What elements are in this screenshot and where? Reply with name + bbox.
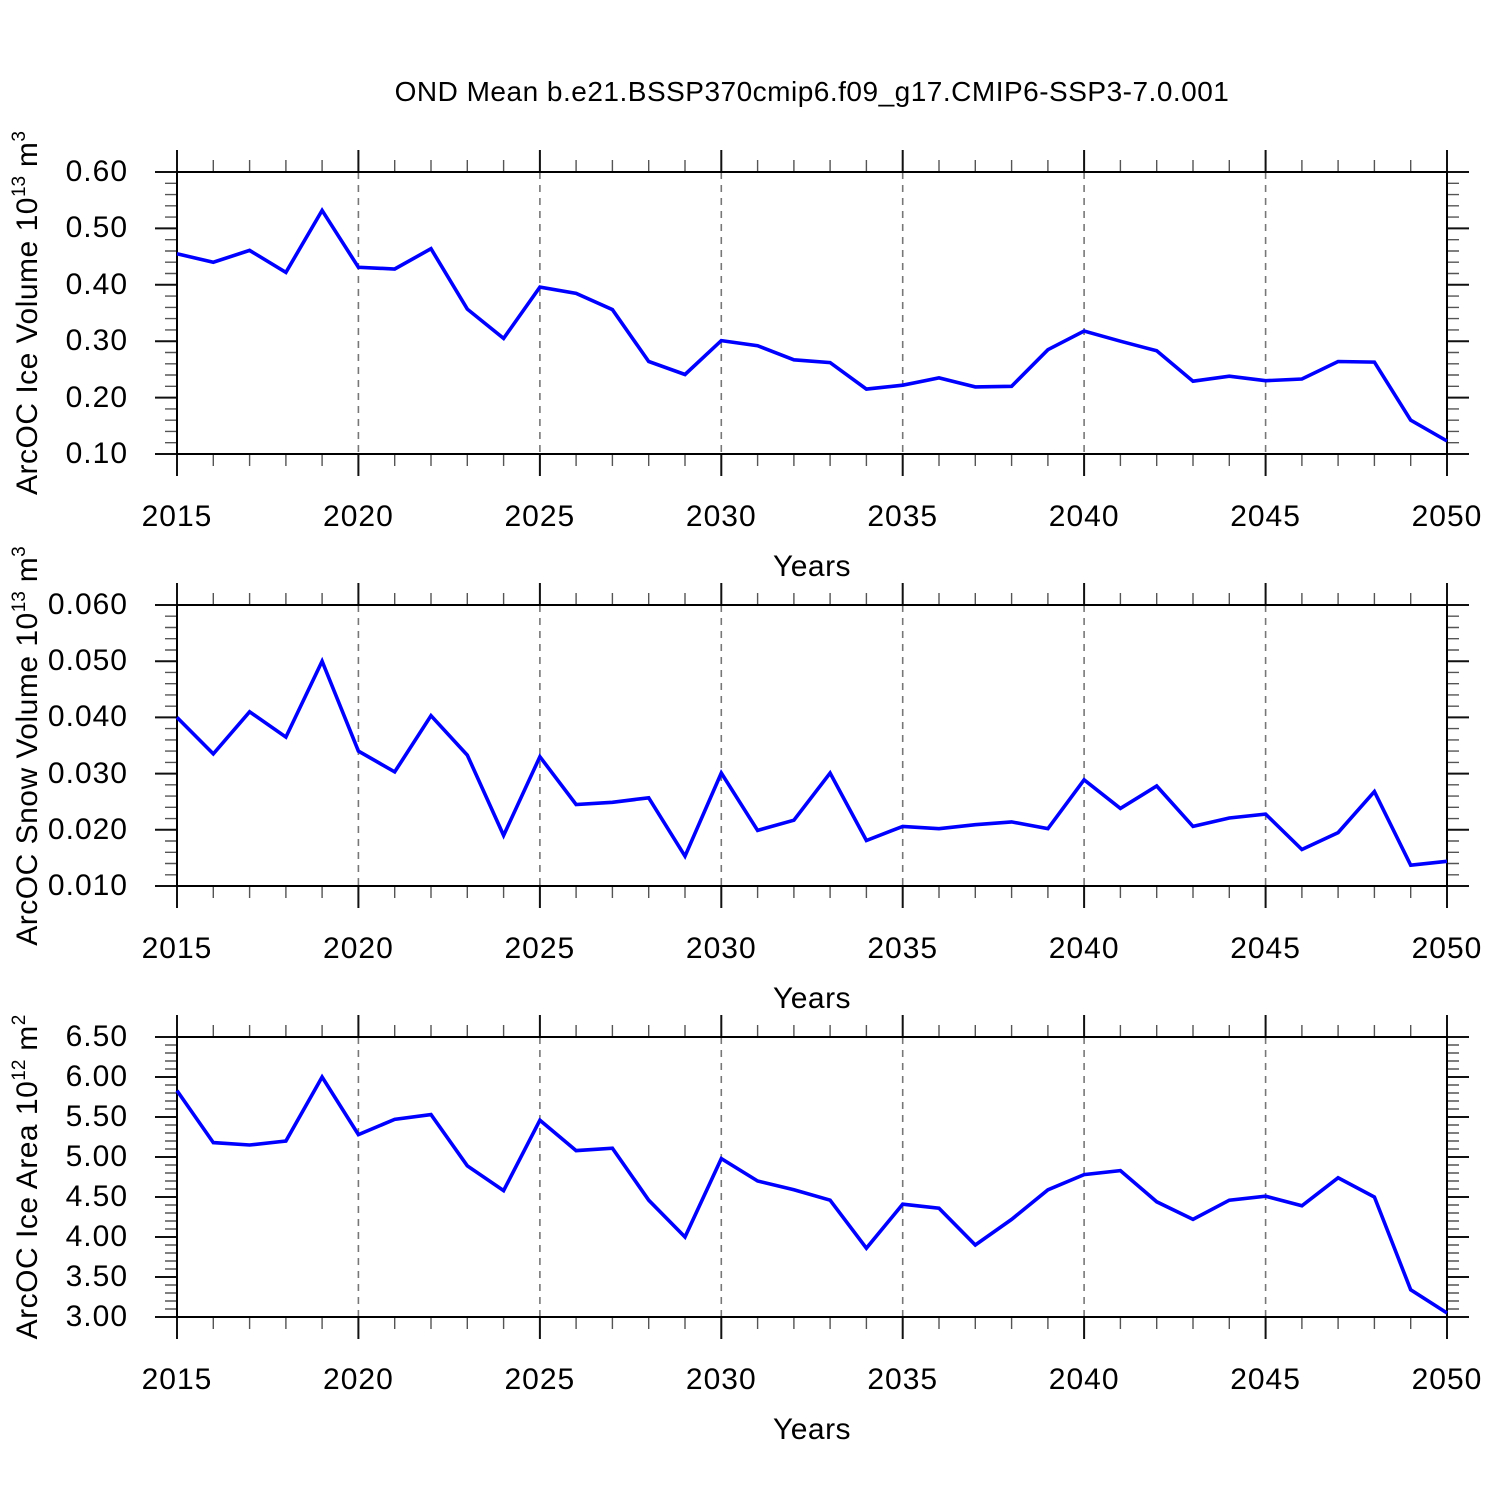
x-tick-label-ice-area: 2035 bbox=[867, 1363, 939, 1396]
y-tick-label-snow-volume: 0.030 bbox=[47, 756, 128, 790]
x-tick-label-ice-area: 2025 bbox=[504, 1363, 576, 1396]
plot-frame-ice-volume bbox=[176, 171, 1448, 455]
y-axis-title-exponent: 13 bbox=[9, 590, 30, 612]
x-tick-label-ice-area: 2020 bbox=[323, 1363, 394, 1396]
x-tick-label-ice-volume: 2035 bbox=[867, 500, 939, 533]
y-axis-title-ice-area: ArcOC Ice Area 1012 m2 bbox=[8, 877, 48, 1477]
x-tick-label-snow-volume: 2040 bbox=[1048, 932, 1120, 965]
x-tick-label-snow-volume: 2020 bbox=[323, 932, 394, 965]
y-tick-label-snow-volume: 0.020 bbox=[47, 812, 128, 846]
x-tick-label-ice-area: 2050 bbox=[1411, 1363, 1483, 1396]
gridlines-ice-volume bbox=[357, 172, 1267, 454]
y-tick-label-snow-volume: 0.050 bbox=[47, 644, 128, 678]
y-tick-label-ice-area: 5.00 bbox=[65, 1140, 128, 1173]
y-axis-title-text: m bbox=[11, 141, 44, 176]
snow-volume-line bbox=[175, 656, 1448, 868]
plot-frame-snow-volume bbox=[176, 604, 1448, 887]
y-tick-label-ice-volume: 0.10 bbox=[65, 437, 128, 470]
y-tick-label-ice-area: 3.50 bbox=[65, 1260, 128, 1293]
x-tick-label-snow-volume: 2030 bbox=[685, 932, 757, 965]
y-tick-label-ice-volume: 0.40 bbox=[65, 267, 128, 301]
major-ticks-snow-volume bbox=[155, 583, 1469, 908]
y-tick-label-snow-volume: 0.040 bbox=[47, 700, 128, 734]
major-ticks-ice-area bbox=[155, 1015, 1469, 1339]
y-tick-label-ice-area: 6.50 bbox=[65, 1020, 128, 1053]
y-axis-title-text: m bbox=[11, 1025, 44, 1060]
y-axis-title-text: m bbox=[11, 556, 44, 591]
y-tick-label-ice-area: 4.00 bbox=[65, 1220, 128, 1253]
panel-snow-volume bbox=[155, 583, 1469, 908]
y-axis-title-exponent: 3 bbox=[9, 545, 30, 557]
x-axis-title-ice-area: Years bbox=[772, 1413, 852, 1446]
y-axis-title-exponent: 13 bbox=[9, 175, 30, 198]
plot-frame-ice-area bbox=[176, 1036, 1448, 1318]
x-tick-label-ice-area: 2045 bbox=[1230, 1363, 1301, 1396]
x-tick-label-ice-area: 2030 bbox=[685, 1363, 757, 1396]
y-tick-label-ice-area: 4.50 bbox=[65, 1180, 128, 1213]
x-tick-label-ice-area: 2015 bbox=[141, 1363, 213, 1396]
y-axis-title-text: ArcOC Ice Area 10 bbox=[11, 1080, 44, 1340]
x-axis-title-ice-volume: Years bbox=[772, 550, 852, 583]
x-tick-label-snow-volume: 2015 bbox=[141, 932, 213, 965]
y-axis-title-exponent: 2 bbox=[9, 1014, 30, 1026]
x-tick-label-ice-volume: 2020 bbox=[323, 500, 394, 533]
gridlines-snow-volume bbox=[357, 605, 1267, 886]
chart-title: OND Mean b.e21.BSSP370cmip6.f09_g17.CMIP… bbox=[394, 76, 1230, 107]
major-ticks-ice-volume bbox=[155, 150, 1469, 476]
x-tick-label-ice-volume: 2050 bbox=[1411, 500, 1483, 533]
ice-area-line bbox=[175, 1073, 1448, 1315]
panel-ice-volume bbox=[155, 150, 1469, 476]
x-tick-label-ice-volume: 2025 bbox=[504, 500, 576, 533]
minor-ticks-snow-volume bbox=[165, 593, 1459, 898]
x-tick-label-snow-volume: 2035 bbox=[867, 932, 939, 965]
y-tick-label-ice-volume: 0.60 bbox=[65, 155, 128, 188]
y-tick-label-snow-volume: 0.060 bbox=[47, 588, 128, 621]
y-tick-label-ice-volume: 0.50 bbox=[65, 211, 128, 245]
y-tick-label-ice-area: 5.50 bbox=[65, 1100, 128, 1133]
y-tick-label-snow-volume: 0.010 bbox=[47, 869, 128, 902]
x-tick-label-ice-volume: 2045 bbox=[1230, 500, 1301, 533]
x-tick-label-ice-volume: 2015 bbox=[141, 500, 213, 533]
x-tick-label-snow-volume: 2045 bbox=[1230, 932, 1301, 965]
y-axis-title-exponent: 12 bbox=[9, 1059, 30, 1081]
minor-ticks-ice-volume bbox=[165, 160, 1459, 466]
x-tick-label-ice-volume: 2030 bbox=[685, 500, 757, 533]
x-axis-title-snow-volume: Years bbox=[772, 982, 852, 1015]
y-axis-title-exponent: 3 bbox=[9, 131, 30, 142]
y-tick-label-ice-volume: 0.30 bbox=[65, 324, 128, 358]
minor-ticks-ice-area bbox=[165, 1025, 1459, 1329]
y-tick-label-ice-area: 6.00 bbox=[65, 1060, 128, 1093]
ice-volume-line bbox=[176, 206, 1448, 443]
x-tick-label-ice-area: 2040 bbox=[1048, 1363, 1120, 1396]
x-tick-label-snow-volume: 2050 bbox=[1411, 932, 1483, 965]
panel-ice-area bbox=[155, 1015, 1469, 1339]
x-tick-label-ice-volume: 2040 bbox=[1048, 500, 1120, 533]
x-tick-label-snow-volume: 2025 bbox=[504, 932, 576, 965]
y-tick-label-ice-volume: 0.20 bbox=[65, 380, 128, 414]
y-tick-label-ice-area: 3.00 bbox=[65, 1300, 128, 1333]
